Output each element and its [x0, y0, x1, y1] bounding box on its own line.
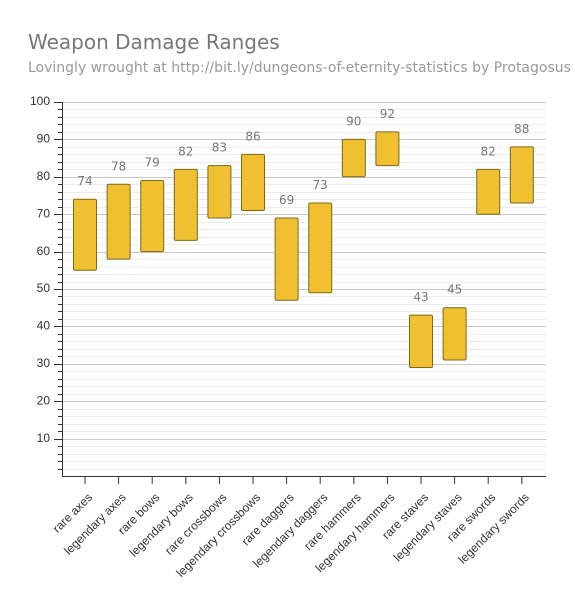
y-tick-label: 100	[30, 94, 50, 108]
data-label: 69	[279, 193, 294, 207]
bar-legendary-swords[interactable]	[510, 147, 533, 203]
y-tick-label: 30	[37, 356, 51, 370]
bar-rare-bows[interactable]	[141, 181, 164, 252]
data-label: 88	[514, 122, 529, 136]
y-tick-label: 20	[37, 393, 51, 407]
bar-rare-swords[interactable]	[477, 169, 500, 214]
data-label: 45	[447, 283, 462, 297]
bar-rare-hammers[interactable]	[342, 139, 365, 176]
data-label: 86	[245, 129, 260, 143]
y-tick-label: 70	[37, 206, 51, 220]
bar-legendary-bows[interactable]	[174, 169, 197, 240]
data-label: 92	[380, 107, 395, 121]
y-tick-label: 90	[37, 132, 51, 146]
bar-legendary-axes[interactable]	[107, 184, 130, 259]
y-tick-label: 80	[37, 169, 51, 183]
y-tick-label: 50	[37, 281, 51, 295]
bar-legendary-hammers[interactable]	[376, 132, 399, 166]
data-label: 90	[346, 114, 361, 128]
axes	[54, 102, 546, 484]
data-label: 78	[111, 159, 126, 173]
bar-rare-crossbows[interactable]	[208, 166, 231, 218]
bar-legendary-crossbows[interactable]	[242, 154, 265, 210]
y-tick-label: 60	[37, 244, 51, 258]
bar-rare-daggers[interactable]	[275, 218, 298, 300]
y-tick-label: 40	[37, 319, 51, 333]
data-label: 73	[313, 178, 328, 192]
data-label: 79	[145, 156, 160, 170]
bar-rare-axes[interactable]	[74, 199, 97, 270]
data-label: 83	[212, 141, 227, 155]
data-label: 74	[77, 174, 92, 188]
y-tick-label: 10	[37, 431, 51, 445]
data-label: 43	[413, 290, 428, 304]
data-label: 82	[481, 144, 496, 158]
bar-legendary-daggers[interactable]	[309, 203, 332, 293]
data-label: 82	[178, 144, 193, 158]
bars	[74, 132, 534, 368]
grid-lines	[62, 103, 546, 470]
bar-legendary-staves[interactable]	[443, 308, 466, 360]
bar-rare-staves[interactable]	[410, 315, 433, 367]
